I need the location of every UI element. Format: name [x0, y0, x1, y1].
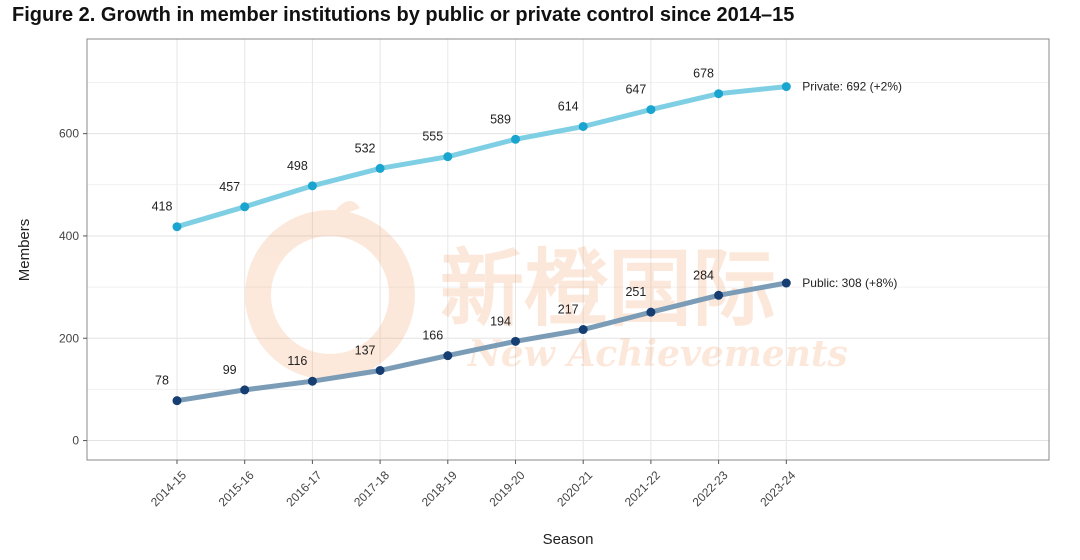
private-data-label: 532 [355, 141, 376, 155]
x-axis-title: Season [543, 531, 594, 548]
watermark-orange-logo [245, 210, 415, 380]
private-end-label: Private: 692 (+2%) [802, 80, 902, 94]
public-data-label: 78 [155, 374, 169, 388]
x-tick-label: 2021-22 [622, 468, 663, 509]
y-tick-label: 400 [59, 229, 79, 243]
public-end-label: Public: 308 (+8%) [802, 276, 897, 290]
public-data-point [307, 376, 317, 386]
x-tick-label: 2020-21 [554, 468, 595, 509]
private-data-label: 678 [693, 67, 714, 81]
watermark-leaf-icon [330, 200, 360, 218]
private-data-label: 555 [422, 130, 443, 144]
x-tick-label: 2014-15 [148, 468, 189, 509]
private-data-point [511, 134, 520, 144]
watermark: 新橙国际 New Achievements [245, 200, 848, 380]
private-data-point [240, 202, 250, 212]
public-data-point [714, 290, 724, 300]
private-data-point [781, 82, 791, 92]
x-tick-label: 2018-19 [419, 468, 460, 509]
x-tick-label: 2023-24 [757, 468, 798, 509]
x-tick-label: 2016-17 [283, 468, 324, 509]
public-data-point [646, 307, 656, 317]
private-data-point [578, 121, 588, 131]
public-data-point [578, 325, 588, 335]
private-data-point [443, 152, 453, 162]
private-data-point [172, 222, 182, 232]
x-tick-label: 2022-23 [690, 468, 731, 509]
public-data-label: 137 [355, 343, 376, 357]
public-data-label: 99 [223, 363, 237, 377]
y-tick-label: 600 [59, 127, 79, 141]
page-title: Figure 2. Growth in member institutions … [12, 4, 795, 26]
public-data-point [443, 351, 453, 361]
private-data-label: 614 [558, 99, 579, 113]
private-data-point [714, 89, 724, 99]
private-data-label: 418 [152, 200, 173, 214]
public-data-label: 166 [422, 329, 443, 343]
public-data-label: 194 [490, 314, 511, 328]
public-series-line [174, 280, 789, 404]
grid-layer [87, 39, 1049, 460]
series-layer: 418 457 498 532 555 589 614 647 678 Private: 692 … [152, 67, 902, 406]
x-tick-label: 2019-20 [487, 468, 528, 509]
public-data-point [511, 336, 520, 346]
public-data-point [240, 385, 250, 395]
public-data-label: 284 [693, 268, 714, 282]
private-data-point [646, 105, 656, 115]
public-data-label: 251 [625, 285, 646, 299]
y-tick-label: 200 [59, 331, 79, 345]
public-data-label: 116 [287, 354, 307, 368]
public-data-point [375, 365, 385, 375]
private-data-point [307, 181, 317, 191]
private-data-label: 457 [219, 180, 240, 194]
private-data-label: 498 [287, 159, 308, 173]
public-data-label: 217 [558, 303, 579, 317]
private-data-point [375, 163, 385, 173]
public-data-point [172, 396, 182, 406]
public-data-point [781, 278, 791, 288]
x-tick-label: 2017-18 [351, 468, 392, 509]
y-tick-label: 0 [72, 434, 79, 448]
x-tick-label: 2015-16 [216, 468, 257, 509]
private-data-label: 589 [490, 112, 511, 126]
plot-area-frame [86, 38, 1050, 461]
private-series-line [174, 84, 789, 230]
private-data-label: 647 [625, 83, 646, 97]
y-axis-title: Members [16, 219, 33, 282]
